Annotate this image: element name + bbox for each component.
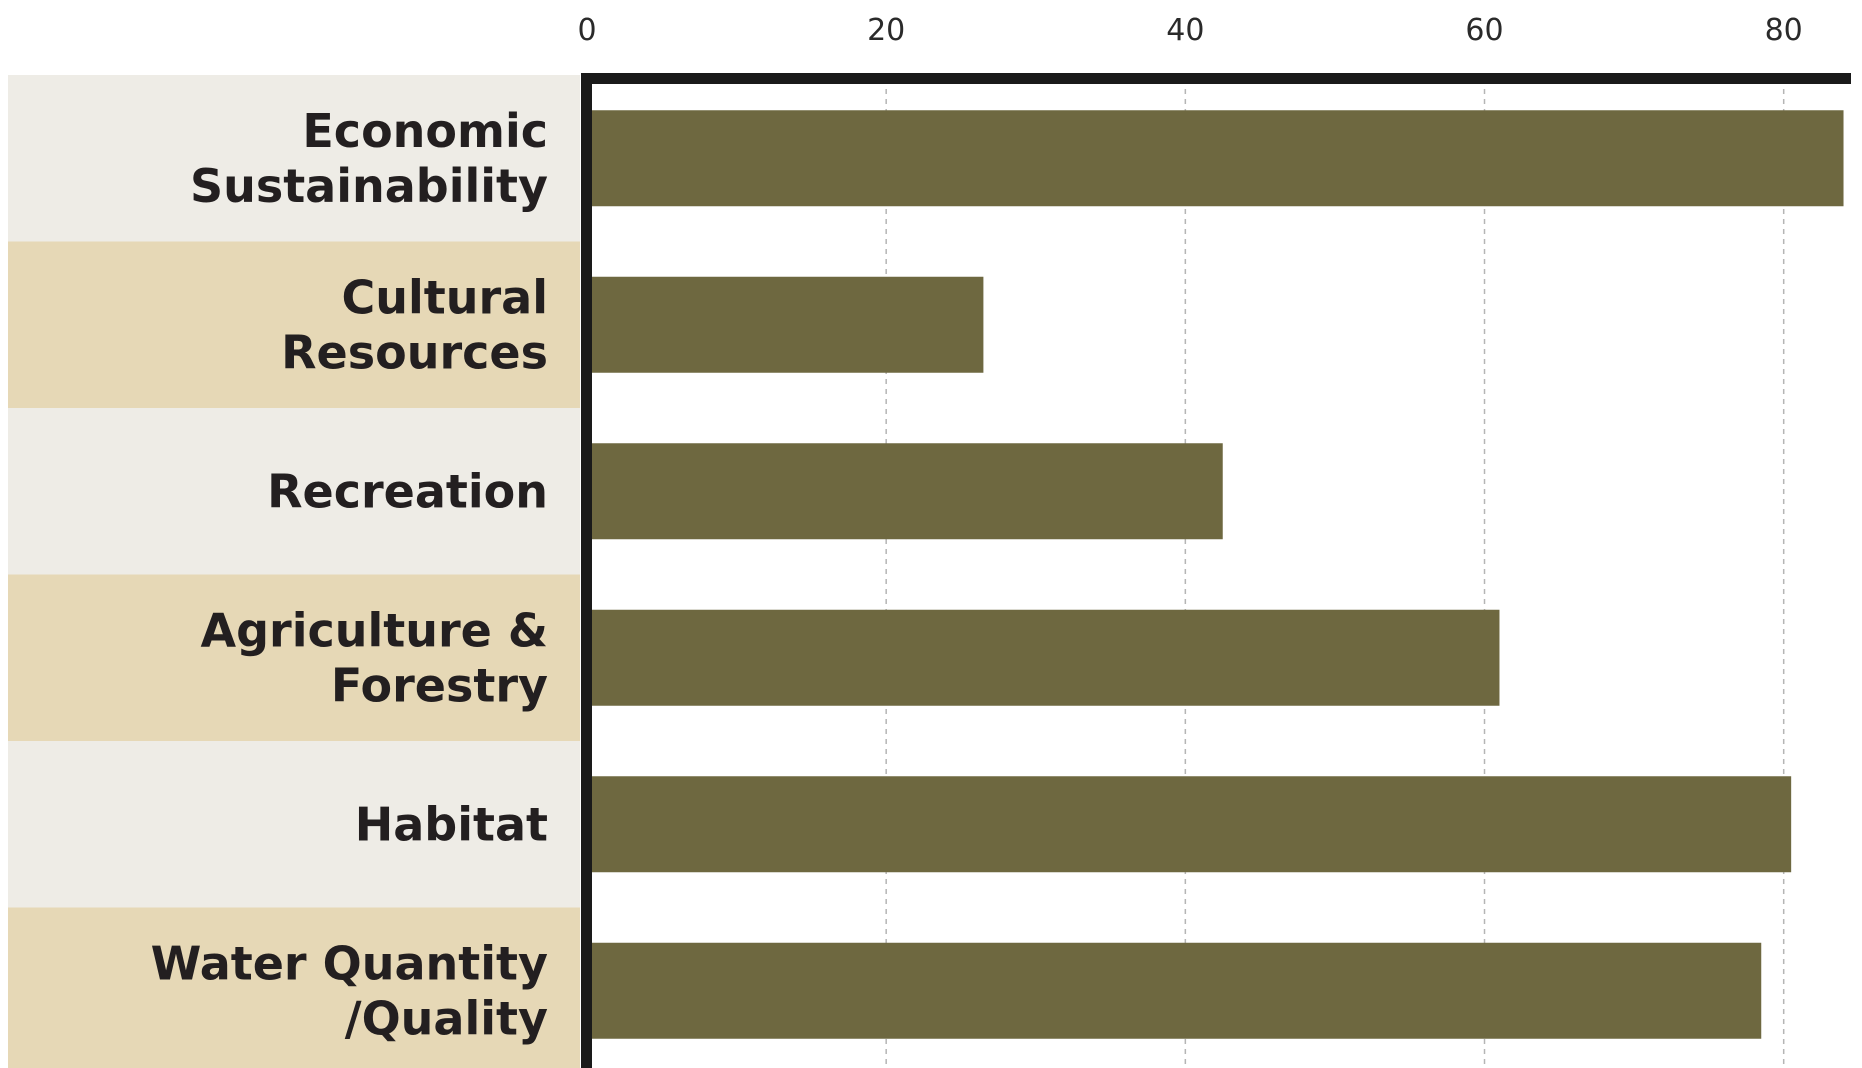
category-label-line: Recreation bbox=[267, 464, 548, 518]
bar bbox=[592, 276, 984, 373]
bar bbox=[592, 443, 1223, 540]
bar bbox=[592, 776, 1792, 873]
category-band bbox=[8, 241, 580, 409]
category-label-line: Water Quantity bbox=[151, 936, 548, 990]
y-axis-line bbox=[581, 73, 592, 1068]
category-label-line: /Quality bbox=[345, 991, 548, 1045]
x-tick-label: 20 bbox=[867, 13, 905, 48]
bar bbox=[592, 110, 1844, 207]
category-band bbox=[8, 75, 580, 242]
x-tick-labels: 0 20 40 60 80 bbox=[577, 13, 1802, 48]
category-band bbox=[8, 408, 580, 575]
category-label-line: Sustainability bbox=[190, 159, 548, 213]
category-label-line: Economic bbox=[302, 104, 548, 158]
category-bands bbox=[8, 75, 580, 1068]
x-tick-label: 40 bbox=[1166, 13, 1204, 48]
category-label-line: Cultural bbox=[341, 270, 548, 324]
category-band bbox=[8, 741, 580, 908]
category-label: Agriculture & Forestry bbox=[200, 603, 548, 712]
x-tick-label: 0 bbox=[577, 13, 596, 48]
x-tick-label: 60 bbox=[1465, 13, 1503, 48]
category-label-line: Resources bbox=[281, 325, 548, 379]
bar bbox=[592, 942, 1762, 1039]
category-label-line: Forestry bbox=[331, 658, 548, 712]
category-label: Economic Sustainability bbox=[190, 104, 548, 213]
category-label: Water Quantity/Quality bbox=[151, 936, 548, 1045]
x-axis-line bbox=[581, 73, 1851, 84]
axes bbox=[581, 73, 1851, 1068]
bar bbox=[592, 609, 1500, 706]
grid-lines bbox=[885, 79, 1785, 1068]
category-band bbox=[8, 574, 580, 742]
category-label-line: Habitat bbox=[355, 797, 548, 851]
category-label-line: Agriculture & bbox=[200, 603, 548, 657]
bars bbox=[592, 110, 1844, 1039]
category-label: Cultural Resources bbox=[281, 270, 548, 379]
x-tick-label: 80 bbox=[1765, 13, 1803, 48]
category-band bbox=[8, 907, 580, 1068]
category-label: Habitat bbox=[355, 797, 548, 851]
category-label: Recreation bbox=[267, 464, 548, 518]
